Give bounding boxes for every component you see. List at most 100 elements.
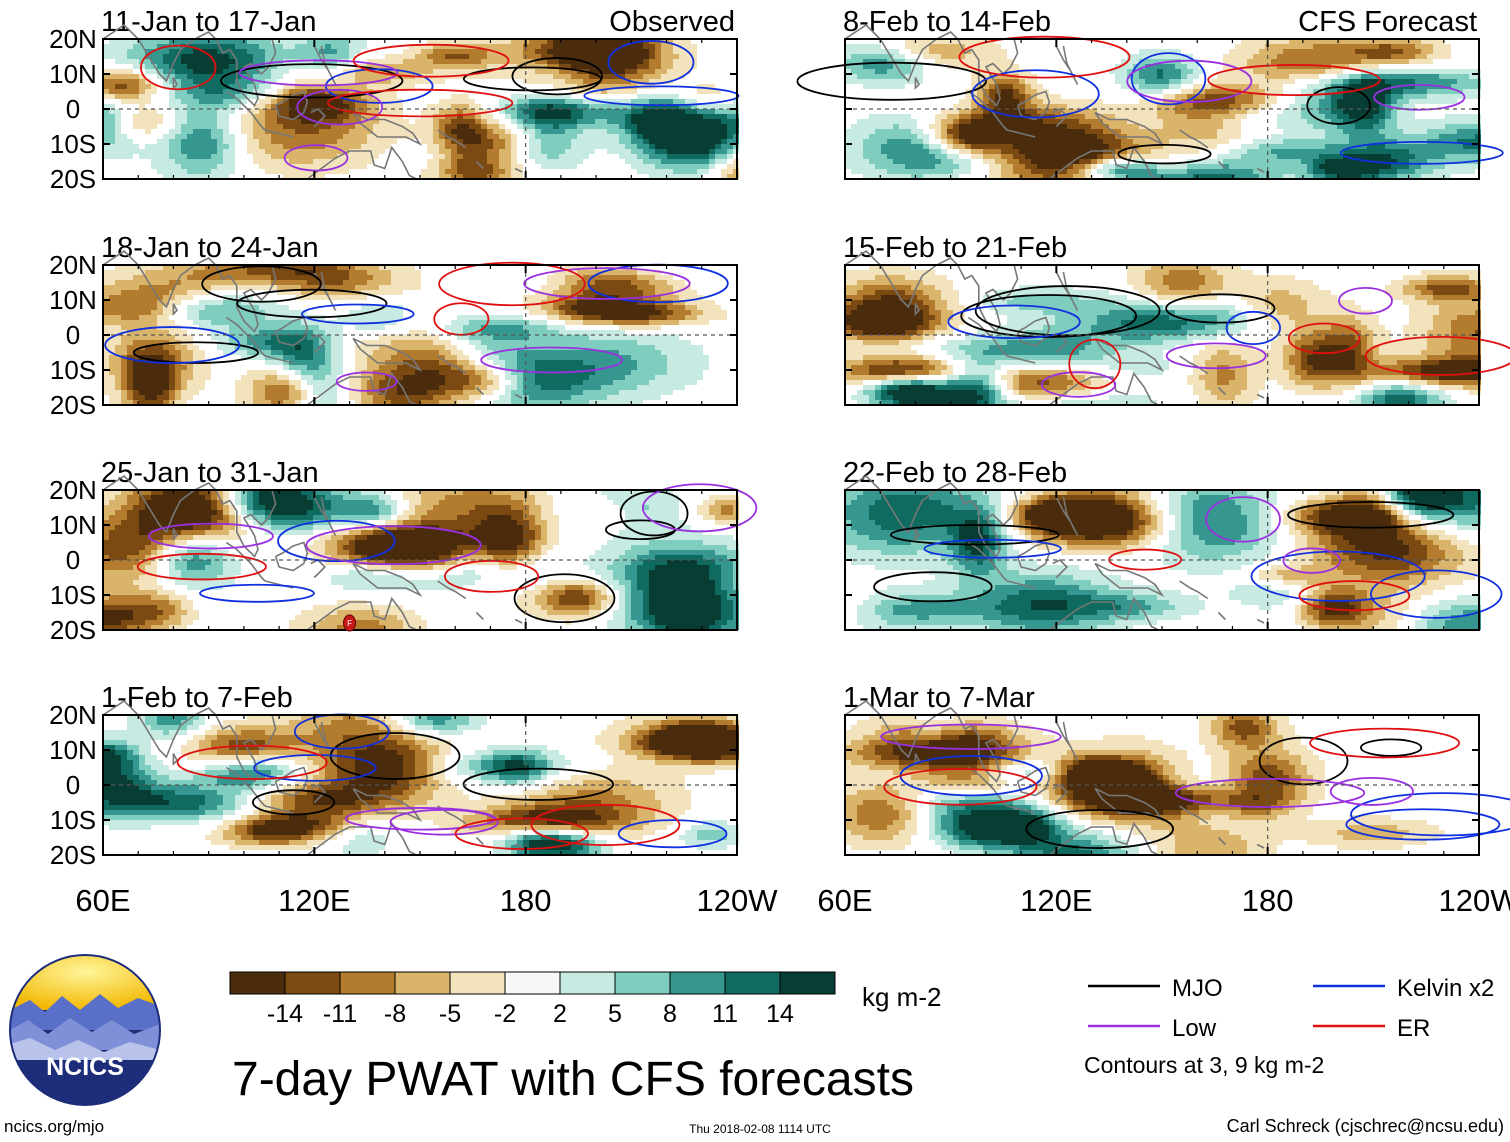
x-tick-label: 60E xyxy=(817,883,872,918)
legend-entry: MJO xyxy=(1088,975,1223,1002)
legend-label: MJO xyxy=(1172,975,1223,1002)
wave-contours xyxy=(136,483,758,624)
pwat-field xyxy=(103,715,739,855)
y-tick-label: 20N xyxy=(49,475,97,505)
colorbar-label: -11 xyxy=(323,1000,357,1028)
wave-contours xyxy=(140,40,740,172)
y-tick-label: 0 xyxy=(66,94,80,124)
colorbar-swatch xyxy=(394,971,451,995)
footer-timestamp: Thu 2018-02-08 1114 UTC xyxy=(689,1122,831,1136)
y-tick-label: 0 xyxy=(66,320,80,350)
colorbar-swatch xyxy=(504,971,561,995)
x-tick-label: 120E xyxy=(278,883,350,918)
y-tick-label: 10N xyxy=(49,735,97,765)
colorbar-label: 11 xyxy=(712,1000,738,1028)
colorbar-label: -14 xyxy=(267,1000,303,1028)
x-tick-label: 120W xyxy=(697,883,779,918)
pwat-field xyxy=(845,39,1481,179)
colorbar-swatch xyxy=(614,971,671,995)
colorbar-label: 5 xyxy=(608,1000,622,1028)
coastlines xyxy=(844,474,1265,631)
wave-contours xyxy=(796,35,1504,165)
legend-entry: ER xyxy=(1313,1015,1430,1042)
colorbar-swatch xyxy=(779,971,836,995)
map-panel: 22-Feb to 28-Feb xyxy=(843,457,1503,631)
map-panel: 15-Feb to 21-Feb xyxy=(843,232,1510,406)
y-tick-label: 10S xyxy=(50,580,96,610)
colorbar-label: 2 xyxy=(553,1000,567,1028)
footer-author: Carl Schreck (cjschrec@ncsu.edu) xyxy=(1227,1116,1504,1136)
tc-marker: F xyxy=(343,614,357,632)
contour-note: Contours at 3, 9 kg m-2 xyxy=(1084,1052,1324,1078)
legend-label: Kelvin x2 xyxy=(1397,975,1494,1002)
colorbar: -14 -11 -8 -5 -2 2 5 8 11 14 xyxy=(229,971,836,1028)
y-tick-label: 0 xyxy=(66,545,80,575)
wave-contours xyxy=(176,713,728,850)
column-header: CFS Forecast xyxy=(1298,6,1477,38)
y-tick-label: 0 xyxy=(66,770,80,800)
x-tick-label: 180 xyxy=(500,883,552,918)
tc-marker-label: F xyxy=(347,619,352,628)
wave-contours xyxy=(947,285,1510,398)
y-tick-label: 20N xyxy=(49,700,97,730)
legend-label: ER xyxy=(1397,1015,1430,1042)
colorbar-swatch xyxy=(449,971,506,995)
x-tick-label: 60E xyxy=(75,883,130,918)
y-tick-label: 20N xyxy=(49,250,97,280)
chart-title: 7-day PWAT with CFS forecasts xyxy=(232,1053,914,1106)
footer-url: ncics.org/mjo xyxy=(4,1117,104,1136)
wave-contours xyxy=(104,261,729,392)
colorbar-swatch xyxy=(724,971,781,995)
y-tick-label: 10N xyxy=(49,285,97,315)
column-header: Observed xyxy=(609,6,735,38)
pwat-field xyxy=(103,39,739,179)
y-tick-label: 10N xyxy=(49,510,97,540)
legend-label: Low xyxy=(1172,1015,1217,1042)
pwat-field xyxy=(845,265,1481,405)
map-panel: 1-Mar to 7-Mar xyxy=(843,682,1510,856)
colorbar-label: -8 xyxy=(384,1000,406,1028)
colorbar-label: 8 xyxy=(663,1000,677,1028)
wave-contours xyxy=(880,723,1510,849)
panel-date-label: 8-Feb to 14-Feb xyxy=(843,6,1051,38)
legend-entry: Low xyxy=(1088,1015,1217,1042)
legend: MJO Kelvin x2 Low ER xyxy=(1088,975,1494,1042)
x-tick-label: 180 xyxy=(1242,883,1294,918)
y-tick-label: 20N xyxy=(49,24,97,54)
colorbar-swatch xyxy=(284,971,341,995)
coastlines xyxy=(844,699,1265,856)
wave-contours xyxy=(873,496,1503,619)
x-tick-label: 120E xyxy=(1020,883,1092,918)
panel-date-label: 1-Feb to 7-Feb xyxy=(101,682,293,714)
y-tick-label: 10N xyxy=(49,59,97,89)
x-tick-label: 120W xyxy=(1439,883,1510,918)
y-tick-label: 20S xyxy=(50,615,96,645)
colorbar-swatch xyxy=(559,971,616,995)
panel-date-label: 1-Mar to 7-Mar xyxy=(843,682,1035,714)
colorbar-swatch xyxy=(669,971,726,995)
logo-text: NCICS xyxy=(46,1053,124,1081)
panel-date-label: 22-Feb to 28-Feb xyxy=(843,457,1067,489)
panel-date-label: 15-Feb to 21-Feb xyxy=(843,232,1067,264)
y-tick-label: 10S xyxy=(50,355,96,385)
y-tick-label: 20S xyxy=(50,840,96,870)
colorbar-swatch xyxy=(229,971,286,995)
ncics-logo: NCICS xyxy=(9,954,161,1106)
colorbar-label: -2 xyxy=(494,1000,516,1028)
colorbar-label: -5 xyxy=(439,1000,461,1028)
y-tick-label: 10S xyxy=(50,805,96,835)
pwat-field xyxy=(845,715,1445,855)
y-tick-label: 10S xyxy=(50,129,96,159)
colorbar-label: 14 xyxy=(766,1000,794,1028)
map-panel: 8-Feb to 14-Feb xyxy=(796,6,1504,180)
legend-entry: Kelvin x2 xyxy=(1313,975,1494,1002)
y-tick-label: 20S xyxy=(50,164,96,194)
units-label: kg m-2 xyxy=(862,982,941,1012)
x-axis-labels: 60E 120E 180 120W 60E 120E 180 120W xyxy=(75,883,1510,918)
